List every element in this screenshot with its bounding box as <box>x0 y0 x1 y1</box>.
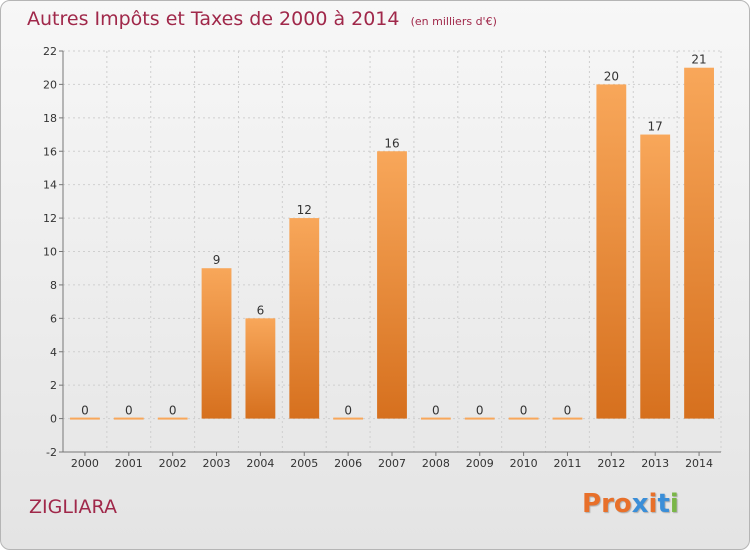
x-tick-label: 2007 <box>378 457 406 470</box>
bar-2009 <box>464 417 495 420</box>
bar-2002 <box>157 417 188 420</box>
bar-2005 <box>289 218 320 419</box>
x-tick-label: 2002 <box>159 457 187 470</box>
title-row: Autres Impôts et Taxes de 2000 à 2014 (e… <box>27 8 497 30</box>
data-label-2004: 6 <box>257 303 265 317</box>
x-tick-label: 2013 <box>641 457 669 470</box>
data-label-2009: 0 <box>476 404 484 418</box>
chart-subtitle: (en milliers d'€) <box>410 15 497 28</box>
x-tick-label: 2012 <box>597 457 625 470</box>
logo-letter: r <box>601 489 614 519</box>
data-label-2005: 12 <box>297 203 312 217</box>
y-tick-label: 0 <box>50 413 57 426</box>
bar-2008 <box>420 417 451 420</box>
x-tick-label: 2004 <box>246 457 274 470</box>
place-name: ZIGLIARA <box>29 496 117 518</box>
logo-letter: t <box>657 489 670 519</box>
data-label-2000: 0 <box>81 404 89 418</box>
x-tick-label: 2000 <box>71 457 99 470</box>
bar-2006 <box>333 417 364 420</box>
data-label-2012: 20 <box>604 69 619 83</box>
data-label-2011: 0 <box>564 404 572 418</box>
x-tick-label: 2005 <box>290 457 318 470</box>
bar-2010 <box>508 417 539 420</box>
y-tick-label: 8 <box>50 279 57 292</box>
data-label-2002: 0 <box>169 404 177 418</box>
y-tick-label: 18 <box>43 112 57 125</box>
data-label-2010: 0 <box>520 404 528 418</box>
y-tick-label: 16 <box>43 145 57 158</box>
data-label-2007: 16 <box>384 136 399 150</box>
y-tick-label: 6 <box>50 312 57 325</box>
bar-2011 <box>552 417 583 420</box>
data-label-2013: 17 <box>648 120 663 134</box>
x-tick-label: 2011 <box>553 457 581 470</box>
bar-2000 <box>70 417 100 420</box>
logo-letter: i <box>669 489 679 519</box>
grid-layer <box>62 50 722 453</box>
chart-title: Autres Impôts et Taxes de 2000 à 2014 <box>27 8 400 30</box>
y-tick-label: -2 <box>46 446 57 459</box>
y-tick-label: 20 <box>43 78 57 91</box>
x-tick-label: 2001 <box>115 457 143 470</box>
logo-letter: o <box>613 489 632 519</box>
bar-2007 <box>377 151 407 419</box>
data-label-2014: 21 <box>691 53 706 67</box>
x-tick-label: 2014 <box>685 457 713 470</box>
bar-layer <box>70 67 714 420</box>
logo-letter: i <box>648 489 658 519</box>
bar-2012 <box>596 84 627 419</box>
data-label-2001: 0 <box>125 404 133 418</box>
y-tick-label: 22 <box>43 45 57 58</box>
proxiti-logo: Proxiti <box>582 489 679 519</box>
y-tick-label: 12 <box>43 212 57 225</box>
data-label-2006: 0 <box>344 404 352 418</box>
x-tick-label: 2009 <box>466 457 494 470</box>
y-tick-label: 4 <box>50 346 57 359</box>
label-layer: 0 0 0 9 6 12 0 16 0 0 0 0 20 17 21 <box>81 53 707 418</box>
x-tick-label: 2010 <box>510 457 538 470</box>
y-tick-label: 2 <box>50 379 57 392</box>
data-label-2003: 9 <box>213 253 221 267</box>
x-tick-label: 2008 <box>422 457 450 470</box>
bar-2013 <box>640 134 671 419</box>
y-tick-label: 10 <box>43 246 57 259</box>
logo-letter: P <box>582 489 602 519</box>
bar-2003 <box>201 268 232 419</box>
bar-2004 <box>245 318 276 419</box>
bar-2014 <box>684 67 714 419</box>
y-tick-label: 14 <box>43 179 57 192</box>
x-tick-label: 2003 <box>203 457 231 470</box>
logo-letter: x <box>631 489 649 519</box>
data-label-2008: 0 <box>432 404 440 418</box>
bar-2001 <box>113 417 144 420</box>
x-tick-label: 2006 <box>334 457 362 470</box>
